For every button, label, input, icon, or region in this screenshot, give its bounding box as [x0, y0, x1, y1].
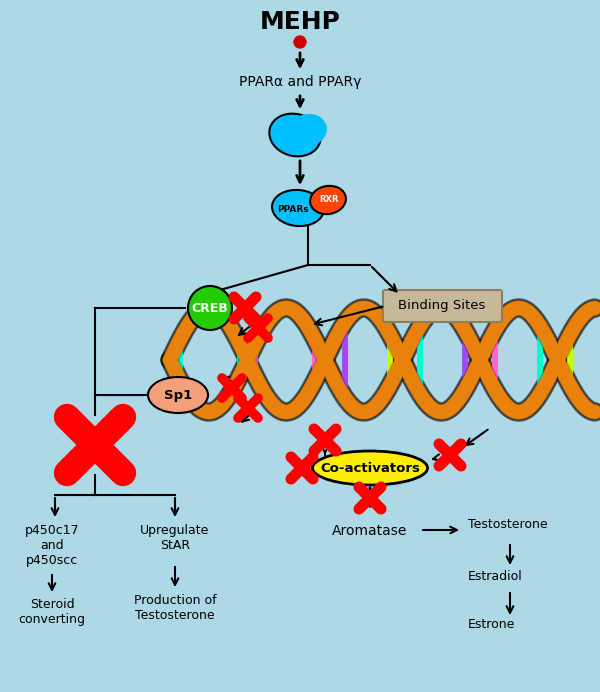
FancyBboxPatch shape [383, 290, 502, 322]
Ellipse shape [289, 114, 327, 146]
Text: PPARα and PPARγ: PPARα and PPARγ [239, 75, 361, 89]
Text: p450c17
and
p450scc: p450c17 and p450scc [25, 524, 79, 567]
Circle shape [294, 36, 306, 48]
Text: Estradiol: Estradiol [468, 570, 523, 583]
Ellipse shape [272, 190, 324, 226]
Text: CREB: CREB [191, 302, 229, 314]
Ellipse shape [148, 377, 208, 413]
Text: Upregulate
StAR: Upregulate StAR [140, 524, 209, 552]
Text: MEHP: MEHP [260, 10, 340, 34]
Ellipse shape [310, 186, 346, 214]
Text: Aromatase: Aromatase [332, 524, 407, 538]
Text: Co-activators: Co-activators [320, 462, 420, 475]
Text: Binding Sites: Binding Sites [398, 300, 485, 313]
Text: Estrone: Estrone [468, 619, 515, 632]
Text: RXR: RXR [319, 194, 339, 203]
Text: Testosterone: Testosterone [468, 518, 548, 531]
Ellipse shape [269, 113, 320, 156]
Text: Sp1: Sp1 [164, 388, 192, 401]
Text: Production of
Testosterone: Production of Testosterone [134, 594, 217, 622]
Ellipse shape [313, 451, 427, 485]
Text: PPARs: PPARs [277, 206, 309, 215]
Circle shape [188, 286, 232, 330]
Text: Steroid
converting: Steroid converting [19, 598, 86, 626]
